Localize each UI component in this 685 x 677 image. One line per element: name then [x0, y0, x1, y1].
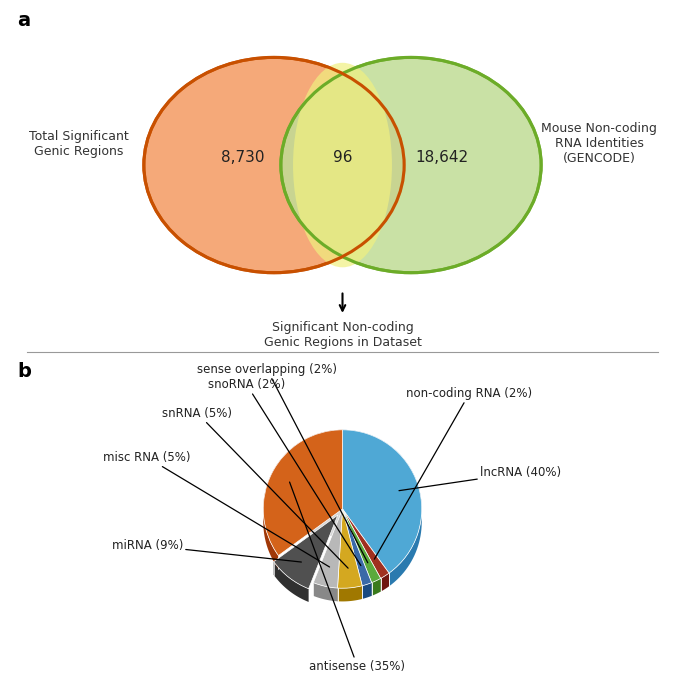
Polygon shape [362, 583, 372, 599]
Polygon shape [372, 578, 381, 596]
Polygon shape [381, 573, 389, 592]
Polygon shape [313, 583, 338, 601]
Ellipse shape [263, 508, 422, 536]
Wedge shape [342, 430, 422, 573]
Text: snoRNA (2%): snoRNA (2%) [208, 378, 361, 565]
Polygon shape [338, 586, 362, 601]
Text: a: a [17, 11, 30, 30]
Wedge shape [263, 430, 342, 556]
Wedge shape [274, 515, 338, 589]
Text: sense overlapping (2%): sense overlapping (2%) [197, 363, 368, 563]
Text: Mouse Non-coding
RNA Identities
(GENCODE): Mouse Non-coding RNA Identities (GENCODE… [541, 122, 658, 165]
Polygon shape [274, 562, 309, 602]
Text: lncRNA (40%): lncRNA (40%) [399, 466, 561, 491]
Text: Significant Non-coding
Genic Regions in Dataset: Significant Non-coding Genic Regions in … [264, 322, 421, 349]
Polygon shape [342, 430, 422, 586]
Ellipse shape [144, 58, 404, 273]
Text: antisense (35%): antisense (35%) [290, 482, 406, 673]
Wedge shape [313, 509, 342, 588]
Text: miRNA (9%): miRNA (9%) [112, 539, 301, 562]
Wedge shape [342, 509, 389, 578]
Text: 8,730: 8,730 [221, 150, 265, 165]
Text: Total Significant
Genic Regions: Total Significant Genic Regions [29, 129, 129, 158]
Ellipse shape [281, 58, 541, 273]
Wedge shape [342, 509, 381, 583]
Text: 18,642: 18,642 [415, 150, 469, 165]
Text: snRNA (5%): snRNA (5%) [162, 407, 348, 568]
Text: b: b [17, 362, 31, 381]
Wedge shape [342, 509, 372, 586]
Text: non-coding RNA (2%): non-coding RNA (2%) [374, 387, 532, 559]
Ellipse shape [293, 63, 392, 267]
Text: misc RNA (5%): misc RNA (5%) [103, 451, 329, 567]
Polygon shape [263, 430, 342, 569]
Wedge shape [338, 509, 362, 588]
Text: 96: 96 [333, 150, 352, 165]
